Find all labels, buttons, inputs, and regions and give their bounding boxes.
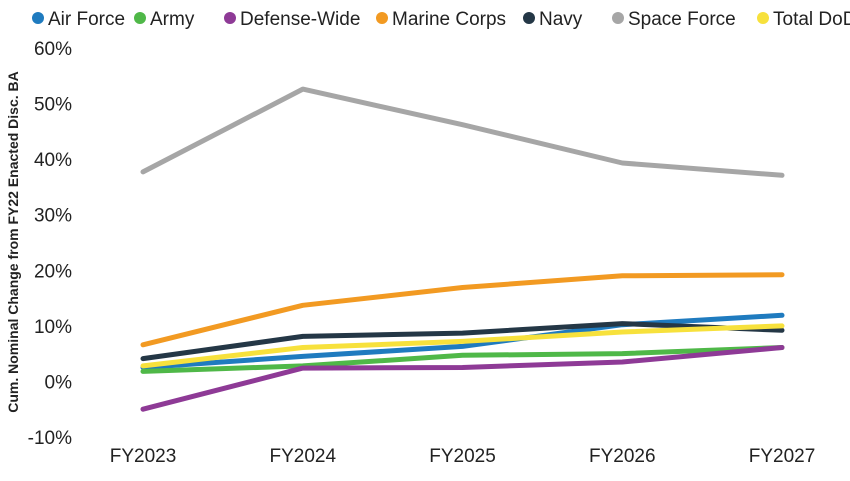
y-tick-label: -10%: [28, 428, 72, 449]
x-axis-ticks: FY2023 FY2024 FY2025 FY2026 FY2027: [110, 446, 816, 467]
y-tick-label: 20%: [34, 261, 72, 282]
x-tick-label: FY2023: [110, 446, 177, 467]
series-line-defense-wide: [140, 345, 785, 412]
legend-marker: [757, 12, 769, 24]
legend-item-army: Army: [134, 9, 195, 30]
legend-item-space-force: Space Force: [612, 9, 736, 30]
legend-item-air-force: Air Force: [32, 9, 125, 30]
x-tick-label: FY2024: [269, 446, 336, 467]
legend-item-marine-corps: Marine Corps: [376, 9, 506, 30]
legend-marker: [612, 12, 624, 24]
legend-item-defense-wide: Defense-Wide: [224, 9, 360, 30]
legend-marker: [224, 12, 236, 24]
y-tick-label: 50%: [34, 95, 72, 116]
series-line-total-dod: [140, 323, 785, 369]
legend-label: Air Force: [48, 9, 125, 30]
series-lines: [140, 86, 785, 412]
series-line-navy: [140, 321, 785, 362]
y-tick-label: 60%: [34, 39, 72, 60]
legend-marker: [376, 12, 388, 24]
series-line-marine-corps: [140, 272, 785, 348]
legend-label: Marine Corps: [392, 9, 506, 30]
legend: Air Force Army Defense-Wide Marine Corps Nav…: [32, 9, 850, 30]
y-tick-label: 0%: [45, 372, 73, 393]
legend-item-total-dod: Total DoD: [757, 9, 850, 30]
x-tick-label: FY2025: [429, 446, 496, 467]
legend-label: Army: [150, 9, 195, 30]
series-line-air-force: [140, 312, 785, 370]
legend-marker: [32, 12, 44, 24]
legend-label: Total DoD: [773, 9, 850, 30]
legend-item-navy: Navy: [523, 9, 583, 30]
series-line-army: [140, 345, 785, 374]
x-tick-label: FY2027: [749, 446, 816, 467]
y-tick-label: 10%: [34, 317, 72, 338]
y-tick-label: 40%: [34, 150, 72, 171]
legend-label: Defense-Wide: [240, 9, 360, 30]
x-tick-label: FY2026: [589, 446, 656, 467]
legend-label: Space Force: [628, 9, 736, 30]
legend-label: Navy: [539, 9, 583, 30]
y-axis-label: Cum. Nominal Change from FY22 Enacted Di…: [5, 71, 21, 413]
y-tick-label: 30%: [34, 206, 72, 227]
legend-marker: [523, 12, 535, 24]
y-axis-ticks: -10% 0% 10% 20% 30% 40% 50% 60%: [28, 39, 72, 449]
legend-marker: [134, 12, 146, 24]
series-line-space-force: [140, 86, 785, 178]
